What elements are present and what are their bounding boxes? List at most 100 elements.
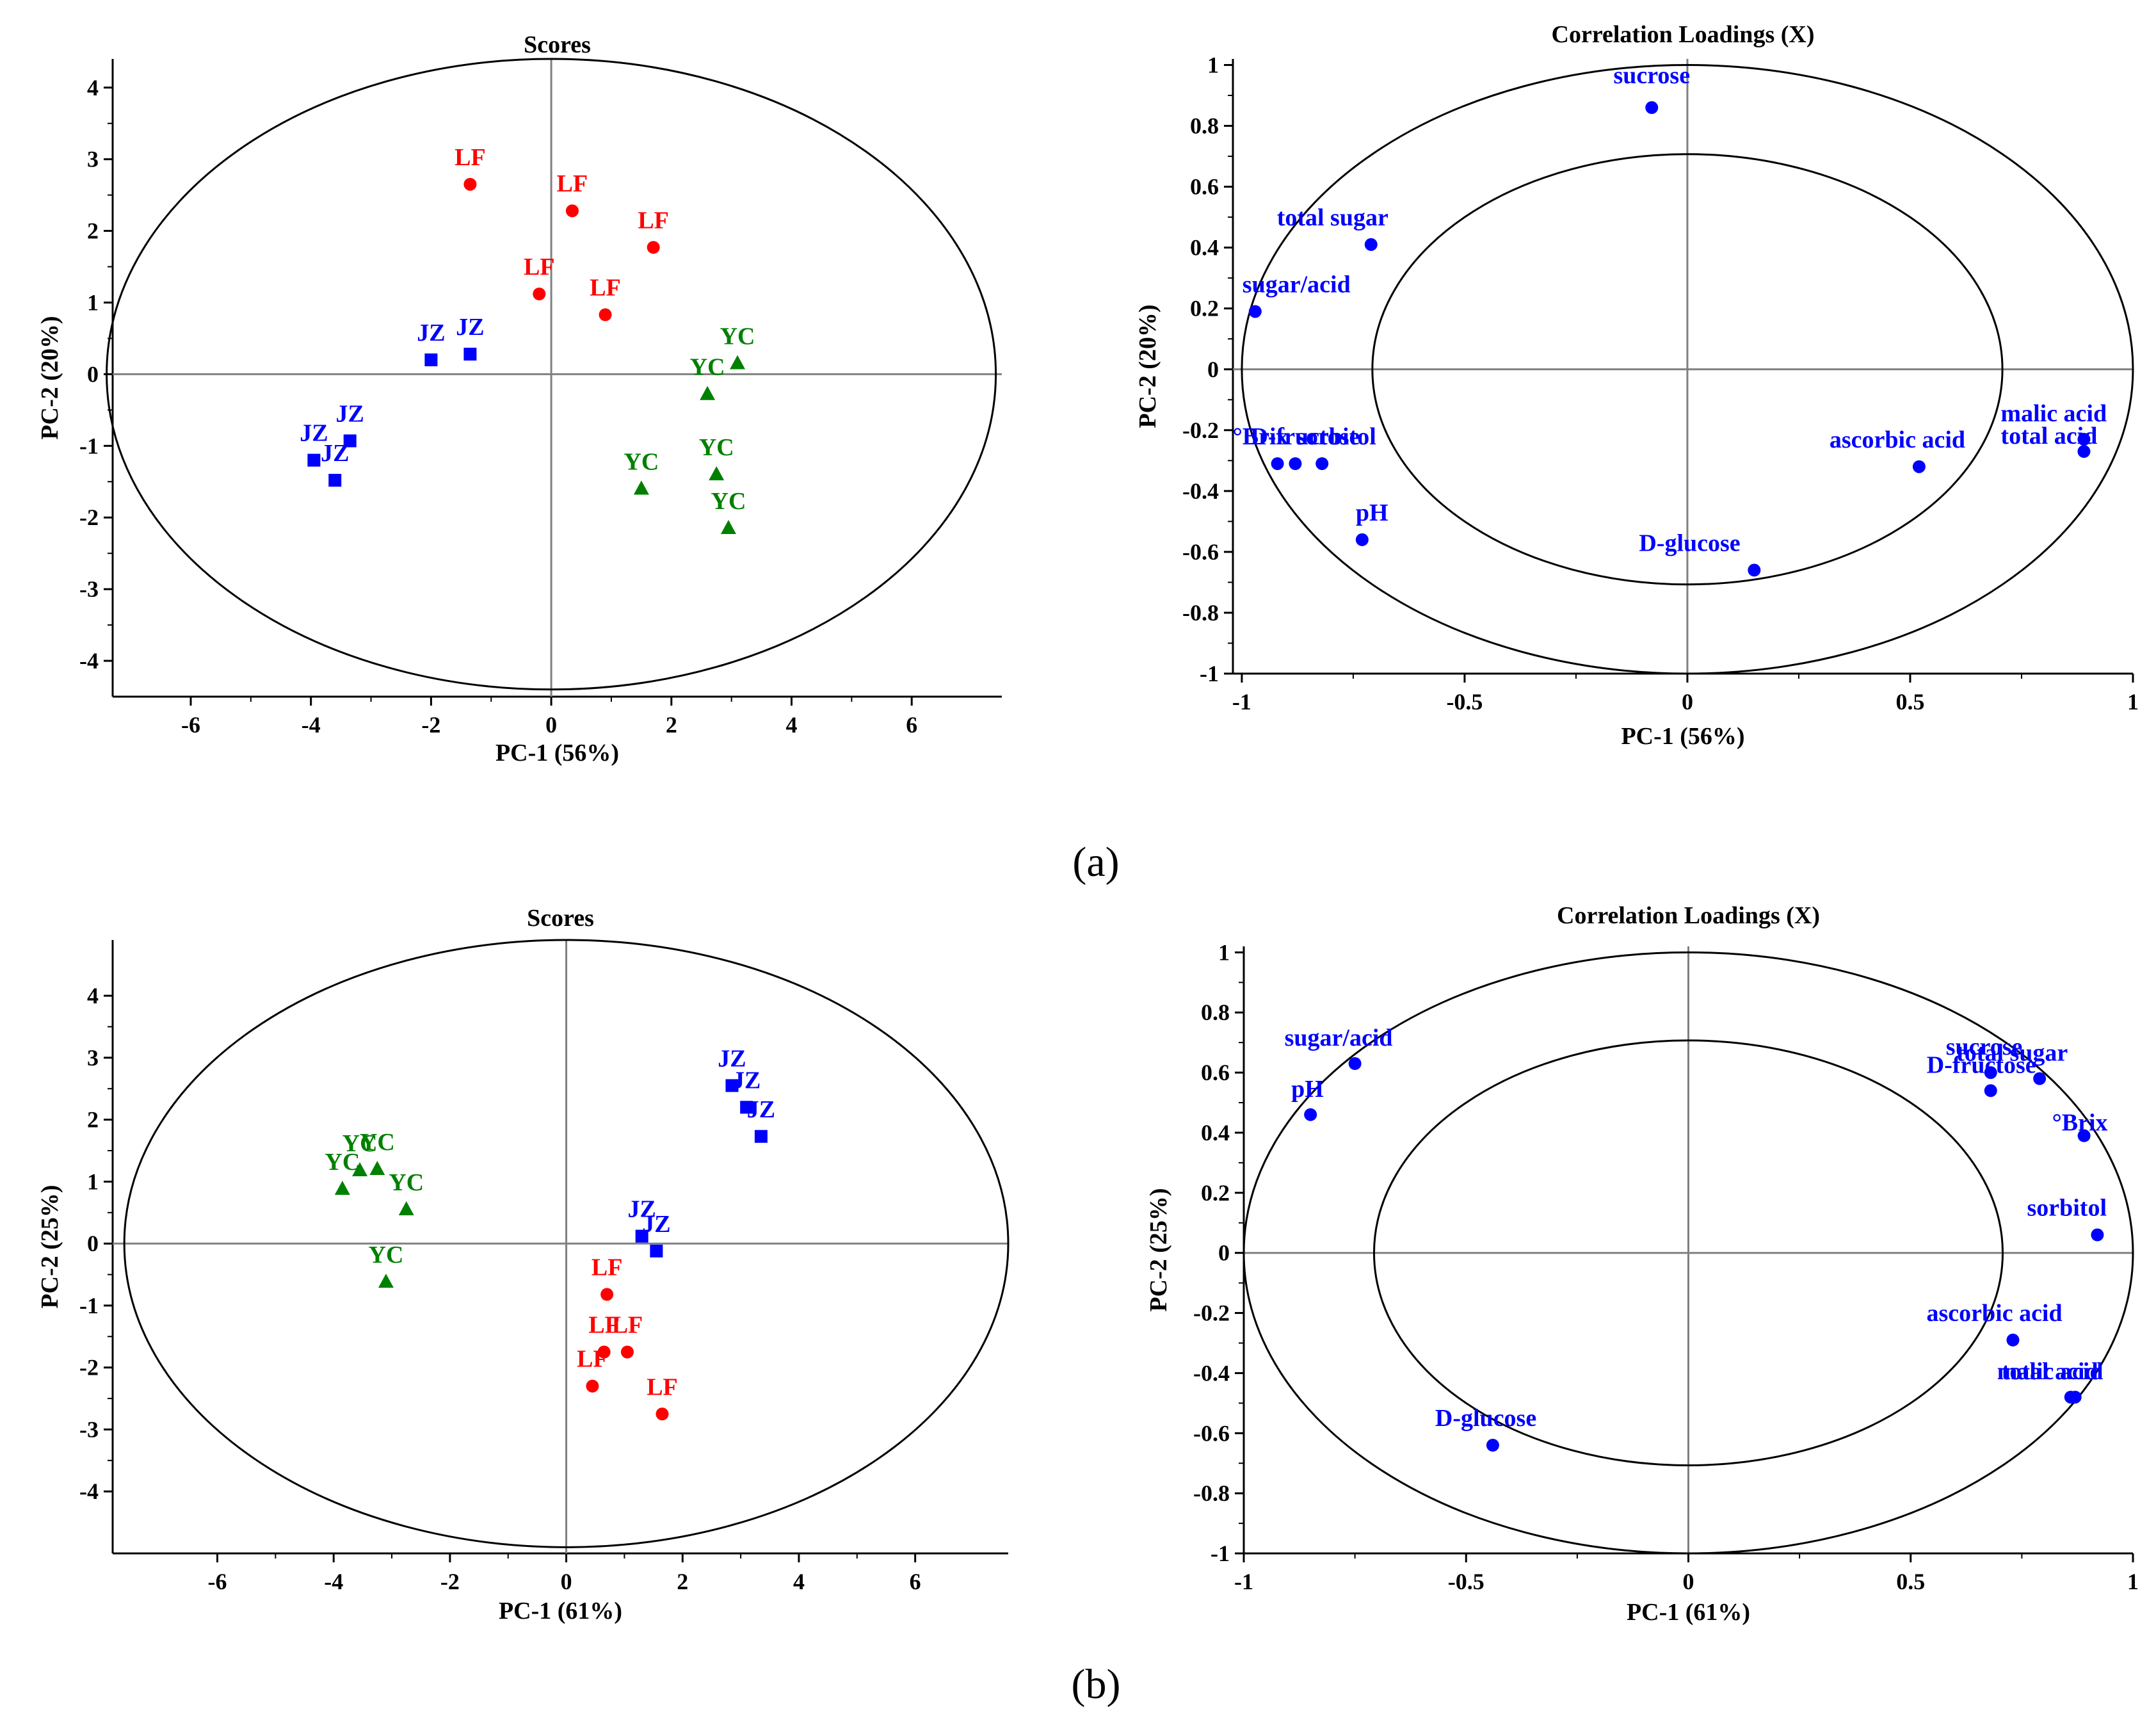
- point-label-jz: JZ: [417, 320, 445, 346]
- x-tick-label: 1: [2127, 1569, 2139, 1594]
- chart-title: Scores: [524, 31, 591, 58]
- loading-label: D-glucose: [1435, 1405, 1536, 1432]
- point-label-jz: JZ: [732, 1067, 760, 1094]
- loading-label: ascorbic acid: [1830, 426, 1965, 453]
- panel-b-loadings-chart: -1 -0.5 0 0.5 1 -1 -0.8 -0.6 -0.4 -0.2 0 0.2 0.4 0.6 0…: [1145, 902, 2139, 1626]
- data-point-lf: [533, 288, 546, 301]
- loading-point: [2068, 1390, 2082, 1404]
- y-tick-label: -0.2: [1182, 417, 1219, 443]
- point-label-jz: JZ: [456, 314, 484, 341]
- loading-point: [2033, 1072, 2047, 1085]
- point-label-lf: LF: [612, 1312, 643, 1339]
- x-tick-label: 0: [1683, 1569, 1694, 1594]
- data-point-lf: [597, 1345, 611, 1359]
- loading-point: [1348, 1057, 1362, 1071]
- y-tick-label: 1: [1218, 939, 1230, 965]
- point-label-jz: JZ: [747, 1096, 775, 1123]
- data-point-jz: [424, 353, 438, 367]
- point-label-jz: JZ: [300, 420, 328, 447]
- x-tick-label: -4: [302, 712, 321, 738]
- y-tick-label: -0.2: [1193, 1300, 1230, 1326]
- loading-point: [1248, 305, 1262, 318]
- loading-label: sucrose: [1613, 62, 1690, 89]
- data-point-jz: [463, 348, 477, 361]
- data-point-yc: [709, 466, 725, 481]
- y-tick-label: 0.6: [1190, 174, 1219, 200]
- loading-label: malic acid: [1997, 1358, 2104, 1385]
- point-label-jz: JZ: [718, 1045, 746, 1072]
- data-point-jz: [725, 1079, 739, 1092]
- x-tick-label: -0.5: [1448, 1569, 1484, 1594]
- data-point-yc: [378, 1274, 394, 1288]
- x-tick-label: 0.5: [1896, 1569, 1925, 1594]
- x-tick-label: -6: [181, 712, 200, 738]
- x-axis-label: PC-1 (61%): [499, 1598, 622, 1624]
- panel-b-scores-chart: -6 -4 -2 0 2 4 6 -4 -3 -2 -1 0 1 2 3 4 Scores PC-1 (61%) P…: [36, 905, 1010, 1624]
- y-tick-label: 0.8: [1201, 1000, 1230, 1025]
- loading-point: [1271, 457, 1284, 471]
- data-point-yc: [700, 385, 716, 400]
- point-label-yc: YC: [690, 354, 725, 381]
- data-point-yc: [720, 520, 736, 535]
- loading-label: D-glucose: [1639, 530, 1740, 556]
- x-tick-label: 0: [1682, 689, 1693, 715]
- panel-a-scores-chart: -6 -4 -2 0 2 4 6 -4 -3 -2 -1 0 1 2 3 4 Scores PC-1 (56%) P…: [36, 31, 1002, 766]
- point-label-yc: YC: [711, 488, 746, 515]
- y-tick-label: -1: [79, 433, 99, 458]
- x-tick-label: -1: [1232, 689, 1251, 715]
- x-tick-label: 0: [545, 712, 557, 738]
- loading-label: °Brix: [2052, 1110, 2108, 1137]
- x-tick-label: 0.5: [1895, 689, 1924, 715]
- loading-point: [1304, 1108, 1317, 1121]
- point-label-yc: YC: [720, 323, 755, 350]
- y-tick-label: 0.8: [1190, 113, 1219, 139]
- loading-label: D-fructose: [1927, 1051, 2036, 1078]
- y-tick-label: 4: [87, 983, 99, 1008]
- y-tick-label: 0.6: [1201, 1060, 1230, 1085]
- y-tick-label: 1: [1207, 53, 1219, 78]
- y-tick-label: -0.8: [1193, 1480, 1230, 1506]
- point-label-yc: YC: [360, 1129, 395, 1156]
- point-label-yc: YC: [369, 1242, 404, 1268]
- x-tick-label: 2: [677, 1569, 688, 1594]
- x-tick-label: -1: [1234, 1569, 1253, 1594]
- loading-label: sugar/acid: [1243, 271, 1351, 298]
- y-tick-label: -2: [79, 505, 99, 530]
- y-tick-label: -0.6: [1182, 539, 1219, 565]
- y-tick-label: -1: [1200, 661, 1219, 686]
- y-tick-label: -4: [79, 648, 99, 674]
- y-tick-label: -1: [79, 1293, 99, 1318]
- point-label-lf: LF: [524, 254, 555, 280]
- loading-point: [1984, 1066, 1997, 1080]
- chart-title: Scores: [527, 905, 594, 932]
- y-tick-label: 4: [87, 75, 99, 101]
- x-tick-label: 4: [793, 1569, 805, 1594]
- point-label-yc: YC: [325, 1149, 360, 1176]
- y-tick-label: -0.6: [1193, 1420, 1230, 1446]
- y-tick-label: 3: [87, 1045, 99, 1071]
- y-tick-label: 0: [1218, 1240, 1230, 1266]
- loading-point: [1486, 1439, 1499, 1452]
- data-point-jz: [635, 1229, 648, 1243]
- y-tick-label: 0.4: [1201, 1120, 1230, 1146]
- x-axis-label: PC-1 (56%): [495, 740, 619, 766]
- data-point-lf: [656, 1407, 669, 1421]
- point-label-yc: YC: [699, 434, 734, 461]
- chart-title: Correlation Loadings (X): [1557, 902, 1820, 929]
- y-tick-label: 1: [87, 1169, 99, 1194]
- data-point-lf: [463, 177, 477, 191]
- loading-point: [1289, 457, 1302, 471]
- data-point-yc: [369, 1161, 385, 1176]
- point-label-yc: YC: [623, 448, 659, 475]
- loading-point: [1645, 101, 1659, 115]
- loading-label: total acid: [2002, 1358, 2098, 1385]
- inner-correlation-circle: [1372, 1039, 2004, 1466]
- data-point-jz: [754, 1130, 768, 1143]
- loading-point: [1984, 1084, 1997, 1097]
- x-tick-label: 2: [666, 712, 677, 738]
- point-label-yc: YC: [342, 1130, 378, 1157]
- loading-label: total acid: [2000, 423, 2097, 449]
- y-axis-label: PC-2 (20%): [36, 316, 63, 439]
- point-label-jz: JZ: [628, 1196, 656, 1223]
